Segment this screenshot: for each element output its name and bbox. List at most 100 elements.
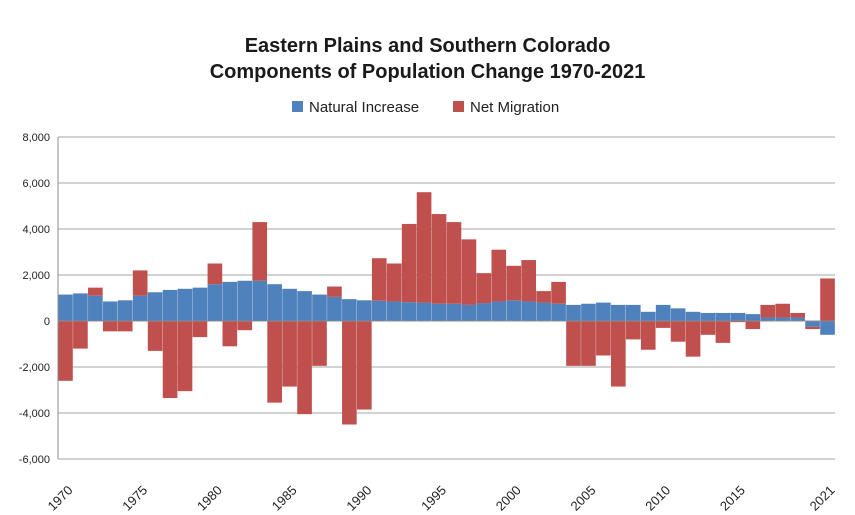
bar-net-migration-1988 [327, 286, 342, 297]
x-tick-label: 1970 [45, 483, 76, 514]
bar-natural-increase-2013 [700, 312, 716, 321]
bar-net-migration-1973 [102, 321, 118, 332]
y-tick-label: -6,000 [19, 454, 50, 466]
y-tick-label: 2,000 [22, 270, 50, 282]
bar-net-migration-1994 [416, 192, 432, 303]
bar-natural-increase-2021 [820, 321, 835, 335]
bar-net-migration-1975 [132, 270, 148, 296]
bar-natural-increase-1996 [446, 303, 462, 321]
chart-title-line-1: Eastern Plains and Southern Colorado [244, 35, 611, 57]
legend: Natural Increase Net Migration [292, 99, 559, 116]
bar-net-migration-1996 [446, 222, 462, 304]
bar-natural-increase-2000 [506, 300, 522, 321]
bar-natural-increase-2017 [760, 317, 776, 321]
legend-swatch-natural-increase [292, 101, 303, 112]
bar-natural-increase-2014 [715, 312, 731, 321]
x-axis-ticks: 1970 1975 1980 1985 1990 1995 2000 2005 2010 2015… [45, 483, 838, 514]
y-tick-label: -2,000 [19, 362, 50, 374]
bars [58, 192, 835, 425]
bar-net-migration-1999 [491, 249, 507, 302]
bar-natural-increase-1973 [102, 301, 118, 321]
x-tick-label: 1990 [343, 483, 374, 514]
bar-net-migration-2011 [670, 321, 686, 342]
bar-natural-increase-1998 [476, 303, 492, 321]
bar-net-migration-1974 [117, 321, 133, 332]
bar-natural-increase-1999 [491, 301, 507, 321]
bar-net-migration-1984 [267, 321, 282, 403]
bar-natural-increase-1975 [132, 295, 148, 321]
bar-net-migration-2010 [655, 321, 671, 328]
bar-natural-increase-1984 [267, 284, 282, 321]
bar-net-migration-1997 [461, 239, 477, 305]
bar-net-migration-1979 [192, 321, 208, 338]
bar-net-migration-1985 [282, 321, 297, 387]
bar-natural-increase-1970 [58, 294, 73, 321]
bar-net-migration-1972 [88, 287, 103, 296]
bar-net-migration-1987 [312, 321, 327, 366]
bar-net-migration-2017 [760, 304, 776, 318]
bar-net-migration-1978 [177, 321, 193, 392]
bar-natural-increase-1997 [461, 304, 477, 321]
bar-natural-increase-2018 [775, 317, 791, 321]
bar-natural-increase-1976 [147, 292, 163, 321]
x-tick-label: 2021 [807, 483, 838, 514]
bar-net-migration-2015 [730, 321, 746, 323]
bar-net-migration-2000 [506, 265, 522, 301]
bar-natural-increase-1977 [162, 289, 178, 321]
bar-natural-increase-1990 [357, 300, 372, 321]
bar-net-migration-2021 [820, 278, 835, 321]
bar-net-migration-1970 [58, 321, 73, 381]
legend-swatch-net-migration [453, 101, 464, 112]
bar-natural-increase-1989 [342, 299, 357, 321]
bar-natural-increase-1971 [73, 293, 88, 321]
bar-net-migration-2003 [551, 281, 566, 304]
bar-net-migration-2002 [536, 291, 551, 303]
x-tick-label: 1995 [418, 483, 449, 514]
bar-natural-increase-1981 [222, 281, 238, 321]
bar-net-migration-2016 [745, 321, 761, 330]
bar-net-migration-1986 [297, 321, 312, 415]
bar-net-migration-2007 [611, 321, 626, 387]
bar-net-migration-2008 [625, 321, 641, 340]
y-tick-label: 8,000 [22, 132, 50, 144]
bar-natural-increase-2003 [551, 303, 566, 321]
legend-label-net-migration: Net Migration [470, 99, 559, 116]
bar-natural-increase-1992 [386, 301, 402, 321]
bar-net-migration-1981 [222, 321, 238, 347]
bar-natural-increase-1991 [371, 300, 387, 321]
bar-net-migration-1990 [357, 321, 372, 410]
bar-natural-increase-1980 [207, 284, 223, 321]
bar-natural-increase-2008 [625, 304, 641, 321]
bar-natural-increase-1979 [192, 287, 208, 321]
bar-natural-increase-2011 [670, 308, 686, 321]
bar-natural-increase-1978 [177, 288, 193, 321]
bar-natural-increase-2009 [640, 311, 656, 321]
y-tick-label: 6,000 [22, 178, 50, 190]
bar-net-migration-1976 [147, 321, 163, 351]
bar-natural-increase-2015 [730, 312, 746, 321]
bar-natural-increase-2016 [745, 314, 761, 321]
bar-net-migration-1971 [73, 321, 88, 349]
bar-net-migration-1980 [207, 263, 223, 285]
bar-net-migration-2013 [700, 321, 716, 335]
bar-net-migration-2009 [640, 321, 656, 350]
bar-net-migration-2014 [715, 321, 731, 343]
bar-net-migration-1977 [162, 321, 178, 399]
bar-net-migration-1982 [237, 321, 253, 331]
bar-natural-increase-2004 [566, 304, 581, 321]
bar-net-migration-1983 [252, 222, 268, 281]
bar-natural-increase-2010 [655, 304, 671, 321]
bar-net-migration-1995 [431, 214, 447, 304]
bar-net-migration-1989 [342, 321, 357, 425]
bar-natural-increase-1983 [252, 280, 268, 321]
y-tick-label: -4,000 [19, 408, 50, 420]
bar-net-migration-2012 [685, 321, 701, 357]
bar-natural-increase-2006 [596, 302, 611, 321]
bar-natural-increase-2005 [581, 303, 596, 321]
x-tick-label: 1985 [269, 483, 300, 514]
bar-natural-increase-1988 [327, 296, 342, 321]
bar-natural-increase-2002 [536, 302, 551, 321]
bar-net-migration-2004 [566, 321, 581, 366]
